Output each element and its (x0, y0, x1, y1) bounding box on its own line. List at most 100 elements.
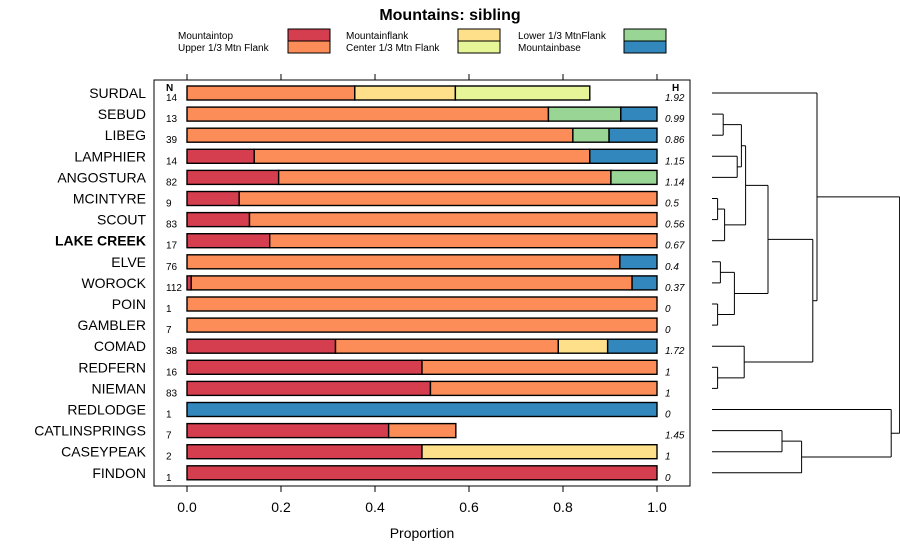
row-h-sebud: 0.99 (665, 114, 685, 125)
row-label-elve: ELVE (111, 254, 146, 270)
row-n-mcintyre: 9 (166, 199, 172, 210)
row-label-comad: COMAD (94, 338, 146, 354)
row-h-catlinsprings: 1.45 (665, 431, 685, 442)
legend-label-lower-1-3-mtnflank: Lower 1/3 MtnFlank (518, 31, 607, 42)
row-label-scout: SCOUT (97, 212, 146, 228)
row-n-redfern: 16 (166, 367, 178, 378)
row-label-findon: FINDON (92, 465, 146, 481)
bar-segment-mcintyre-upper-1-3-mtn-flank (238, 190, 658, 207)
x-tick-label-0: 0.0 (177, 499, 197, 515)
x-tick-label-2: 0.4 (365, 499, 385, 515)
row-h-worock: 0.37 (665, 283, 685, 294)
bar-segment-redfern-upper-1-3-mtn-flank (421, 359, 658, 375)
x-tick-label-4: 0.8 (553, 499, 573, 515)
row-label-libeg: LIBEG (105, 127, 146, 143)
row-h-scout: 0.56 (665, 220, 685, 231)
row-label-worock: WOROCK (81, 275, 146, 291)
bar-segment-comad-upper-1-3-mtn-flank (334, 338, 559, 354)
bar-segment-caseypeak-mountaintop (186, 444, 423, 460)
bar-segment-findon-mountaintop (186, 465, 658, 481)
bar-segment-angostura-lower-1-3-mtnflank (610, 169, 658, 186)
row-n-findon: 1 (166, 473, 172, 484)
row-h-poin: 0 (665, 304, 671, 315)
legend-label-mountaintop: Mountaintop (178, 31, 233, 42)
bar-segment-surdal-center-1-3-mtn-flank (454, 85, 591, 101)
x-tick-label-1: 0.2 (271, 499, 291, 515)
bar-segment-poin-upper-1-3-mtn-flank (186, 296, 658, 312)
row-label-angostura: ANGOSTURA (57, 169, 146, 185)
bar-segment-comad-mountaintop (186, 338, 337, 354)
row-label-sebud: SEBUD (98, 106, 146, 122)
bar-segment-comad-mountainflank (557, 338, 609, 354)
bars-group: SURDAL 14 1.92 SEBUD 13 0.99 LIBEG 39 0.86 LAMPHI… (34, 85, 685, 484)
row-label-poin: POIN (112, 296, 146, 312)
row-label-mcintyre: MCINTYRE (73, 191, 146, 207)
row-label-redlodge: REDLODGE (67, 402, 146, 418)
bar-segment-sebud-lower-1-3-mtnflank (547, 106, 622, 122)
bar-segment-gambler-upper-1-3-mtn-flank (186, 317, 658, 333)
row-label-nieman: NIEMAN (92, 380, 146, 396)
row-label-redfern: REDFERN (78, 359, 146, 375)
legend-swatch-lower-1-3-mtnflank (623, 28, 667, 42)
row-n-libeg: 39 (166, 135, 178, 146)
bar-segment-catlinsprings-upper-1-3-mtn-flank (387, 422, 457, 439)
bar-segment-surdal-upper-1-3-mtn-flank (186, 85, 356, 101)
row-label-caseypeak: CASEYPEAK (61, 444, 146, 460)
bar-segment-lamphier-mountainbase (589, 148, 658, 165)
chart-title: Mountains: sibling (379, 7, 520, 24)
bar-segment-nieman-mountaintop (186, 380, 432, 397)
dendrogram (712, 92, 900, 474)
legend-swatch-center-1-3-mtn-flank (457, 40, 501, 54)
row-h-gambler: 0 (665, 325, 671, 336)
n-column-header: N (166, 83, 173, 94)
bar-segment-scout-mountaintop (186, 211, 251, 228)
row-h-surdal: 1.92 (665, 93, 685, 104)
row-label-surdal: SURDAL (89, 85, 146, 101)
row-n-angostura: 82 (166, 177, 178, 188)
row-n-comad: 38 (166, 346, 178, 357)
row-label-lamphier: LAMPHIER (74, 148, 146, 164)
legend-label-mountainflank: Mountainflank (346, 31, 409, 42)
row-n-poin: 1 (166, 304, 172, 315)
bar-segment-caseypeak-mountainflank (421, 444, 658, 460)
row-h-libeg: 0.86 (665, 135, 685, 146)
bar-segment-worock-upper-1-3-mtn-flank (190, 275, 633, 291)
bar-segment-elve-mountainbase (619, 254, 658, 270)
row-h-angostura: 1.14 (665, 177, 685, 188)
x-axis: 0.0 0.2 0.4 0.6 0.8 1.0 (177, 74, 667, 515)
row-n-sebud: 13 (166, 114, 178, 125)
row-h-redlodge: 0 (665, 410, 671, 421)
bar-segment-scout-upper-1-3-mtn-flank (248, 211, 658, 228)
row-n-gambler: 7 (166, 325, 172, 336)
row-h-redfern: 1 (665, 367, 671, 378)
row-h-nieman: 1 (665, 388, 671, 399)
row-n-lamphier: 14 (166, 156, 178, 167)
legend-swatch-mountaintop (287, 28, 331, 42)
bar-segment-surdal-mountainflank (354, 85, 457, 101)
row-h-caseypeak: 1 (665, 452, 671, 463)
legend-swatch-upper-1-3-mtn-flank (287, 40, 331, 54)
bar-segment-catlinsprings-mountaintop (186, 422, 390, 439)
row-n-catlinsprings: 7 (166, 431, 172, 442)
row-label-lake-creek: LAKE CREEK (55, 233, 146, 249)
row-n-caseypeak: 2 (166, 452, 172, 463)
bar-segment-lamphier-mountaintop (186, 148, 255, 165)
bar-segment-libeg-upper-1-3-mtn-flank (186, 127, 574, 143)
row-h-findon: 0 (665, 473, 671, 484)
bar-segment-angostura-mountaintop (186, 169, 280, 186)
bar-segment-lamphier-upper-1-3-mtn-flank (253, 148, 591, 165)
h-column-header: H (672, 83, 679, 94)
legend-swatch-mountainflank (457, 28, 501, 42)
x-tick-label-5: 1.0 (647, 499, 667, 515)
legend-label-mountainbase: Mountainbase (518, 43, 581, 54)
bar-segment-nieman-upper-1-3-mtn-flank (429, 380, 658, 397)
plot-frame (153, 79, 691, 487)
x-axis-label: Proportion (390, 525, 455, 541)
row-h-mcintyre: 0.5 (665, 199, 679, 210)
row-n-scout: 83 (166, 220, 178, 231)
bar-segment-libeg-mountainbase (608, 127, 658, 143)
row-label-gambler: GAMBLER (78, 317, 146, 333)
bar-segment-libeg-lower-1-3-mtnflank (572, 127, 610, 143)
x-tick-label-3: 0.6 (459, 499, 479, 515)
